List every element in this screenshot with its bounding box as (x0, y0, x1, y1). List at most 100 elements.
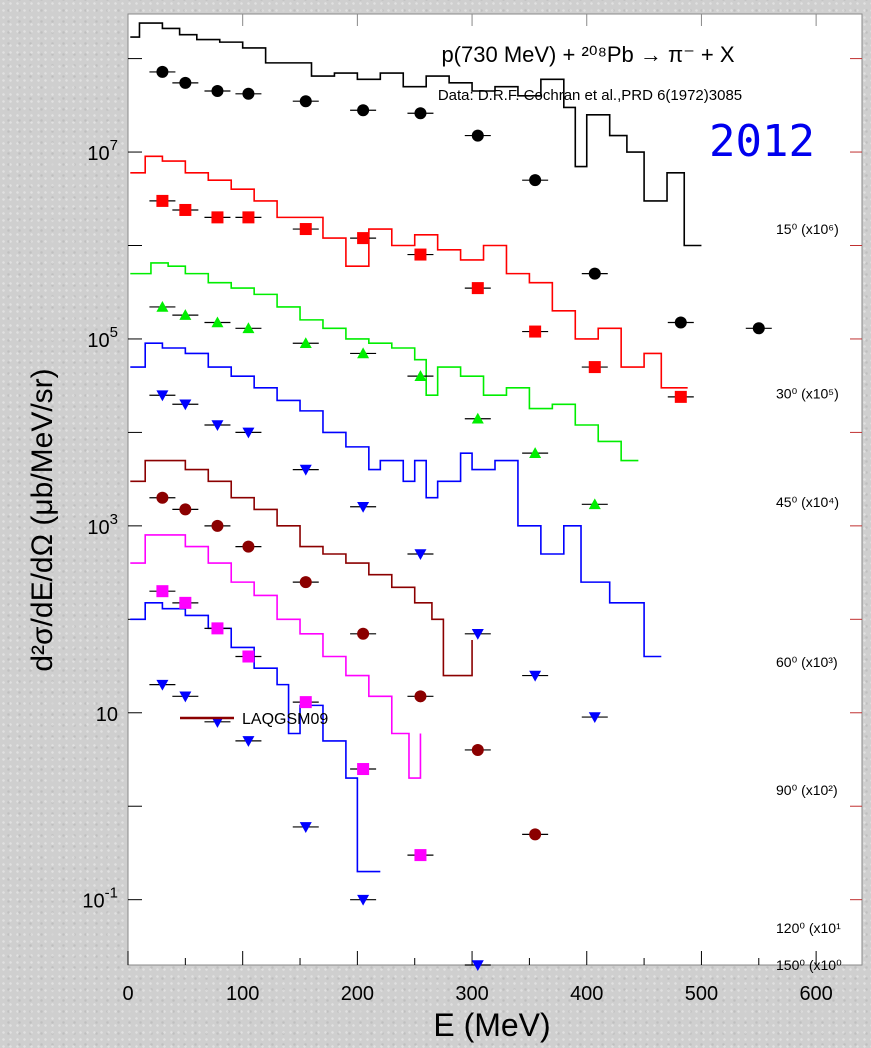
data-point (156, 679, 169, 691)
series-label: 150⁰ (x10⁰ (776, 957, 842, 973)
data-point (299, 95, 312, 108)
x-tick-label: 400 (570, 983, 603, 1005)
series-labels: 15⁰ (x10⁶) 30⁰ (x10⁵) 45⁰ (x10⁴) 60⁰ (x10³)… (776, 221, 842, 973)
data-point (179, 76, 192, 89)
data-point (588, 361, 601, 374)
data-point (357, 347, 370, 359)
data-point (211, 420, 224, 432)
data-point (211, 211, 224, 224)
series-label: 60⁰ (x10³) (776, 654, 838, 670)
data-point (242, 427, 255, 439)
data-point (752, 322, 765, 335)
y-tick-label: 10 (96, 704, 118, 726)
data-point (529, 828, 542, 841)
data-point (179, 596, 192, 609)
data-point (357, 894, 370, 906)
data-point (242, 736, 255, 747)
series-label: 90⁰ (x10²) (776, 782, 838, 798)
data-point (471, 412, 484, 424)
data-point (156, 194, 169, 207)
data-point (179, 503, 192, 516)
data-point (242, 211, 255, 224)
x-tick-label: 0 (122, 983, 133, 1005)
data-point (179, 399, 192, 411)
data-point (211, 622, 224, 635)
data-point (242, 322, 255, 334)
data-point (211, 316, 224, 328)
data-point (242, 540, 255, 553)
series-label: 30⁰ (x10⁵) (776, 386, 839, 402)
data-point (588, 267, 601, 280)
model-curve (130, 342, 662, 658)
chart-subtitle: Data: D.R.F. Cochran et al.,PRD 6(1972)3… (438, 87, 742, 104)
data-point (529, 325, 542, 338)
data-point (414, 107, 427, 120)
data-point (156, 585, 169, 598)
year-badge: 2012 (709, 116, 815, 167)
x-tick-label: 100 (226, 983, 259, 1005)
data-point (357, 104, 370, 117)
data-point (471, 628, 484, 640)
series-label: 45⁰ (x10⁴) (776, 494, 839, 510)
data-point (471, 743, 484, 756)
model-curve (130, 459, 473, 677)
data-point (529, 670, 542, 682)
x-axis-tick-labels: 0 100 200 300 400 500 600 (122, 983, 832, 1005)
data-point (211, 84, 224, 97)
data-point (529, 174, 542, 187)
model-curve (130, 262, 639, 462)
data-point (414, 549, 427, 560)
data-point (471, 960, 484, 971)
data-point (471, 129, 484, 142)
y-axis-label: d²σ/dE/dΩ (μb/MeV/sr) (26, 368, 59, 671)
data-point (299, 576, 312, 589)
data-point (414, 248, 427, 261)
x-tick-label: 500 (685, 983, 718, 1005)
y-axis-tick-labels: 107 105 103 10 10-1 (82, 137, 118, 913)
axis-ticks (127, 14, 862, 965)
model-curve (130, 22, 702, 247)
data-point (674, 390, 687, 403)
data-point (357, 501, 370, 513)
x-tick-label: 300 (455, 983, 488, 1005)
model-curve (130, 602, 381, 873)
plot-area (127, 13, 863, 971)
data-point (357, 627, 370, 640)
data-point (156, 65, 169, 78)
data-point (179, 691, 192, 703)
model-curves (130, 22, 702, 873)
data-point (242, 650, 255, 663)
data-point (211, 717, 224, 728)
data-point (299, 696, 312, 709)
data-point (299, 464, 312, 476)
data-point (156, 390, 169, 402)
series-label: 15⁰ (x10⁶) (776, 221, 839, 237)
data-point (414, 370, 427, 381)
model-curve (130, 534, 422, 779)
data-point (529, 447, 542, 458)
data-point (471, 282, 484, 295)
series-label: 120⁰ (x10¹ (776, 920, 841, 936)
legend: LAQGSM09 (180, 711, 328, 728)
data-point (357, 763, 370, 776)
x-tick-label: 200 (341, 983, 374, 1005)
data-point (414, 849, 427, 862)
data-point (179, 309, 192, 320)
y-tick-label: 103 (87, 511, 118, 539)
data-point (299, 822, 312, 833)
y-tick-label: 105 (87, 324, 118, 352)
y-tick-label: 107 (87, 137, 118, 165)
y-tick-label: 10-1 (82, 885, 118, 913)
data-point (242, 87, 255, 100)
data-point (156, 300, 169, 312)
data-point (179, 203, 192, 216)
plot-frame (127, 13, 863, 966)
data-point (414, 690, 427, 703)
data-point (588, 712, 601, 724)
data-point (299, 223, 312, 236)
data-point (211, 519, 224, 532)
data-point (357, 232, 370, 245)
data-point (156, 491, 169, 504)
chart-title: p(730 MeV) + ²⁰⁸Pb → π⁻ + X (441, 42, 734, 67)
